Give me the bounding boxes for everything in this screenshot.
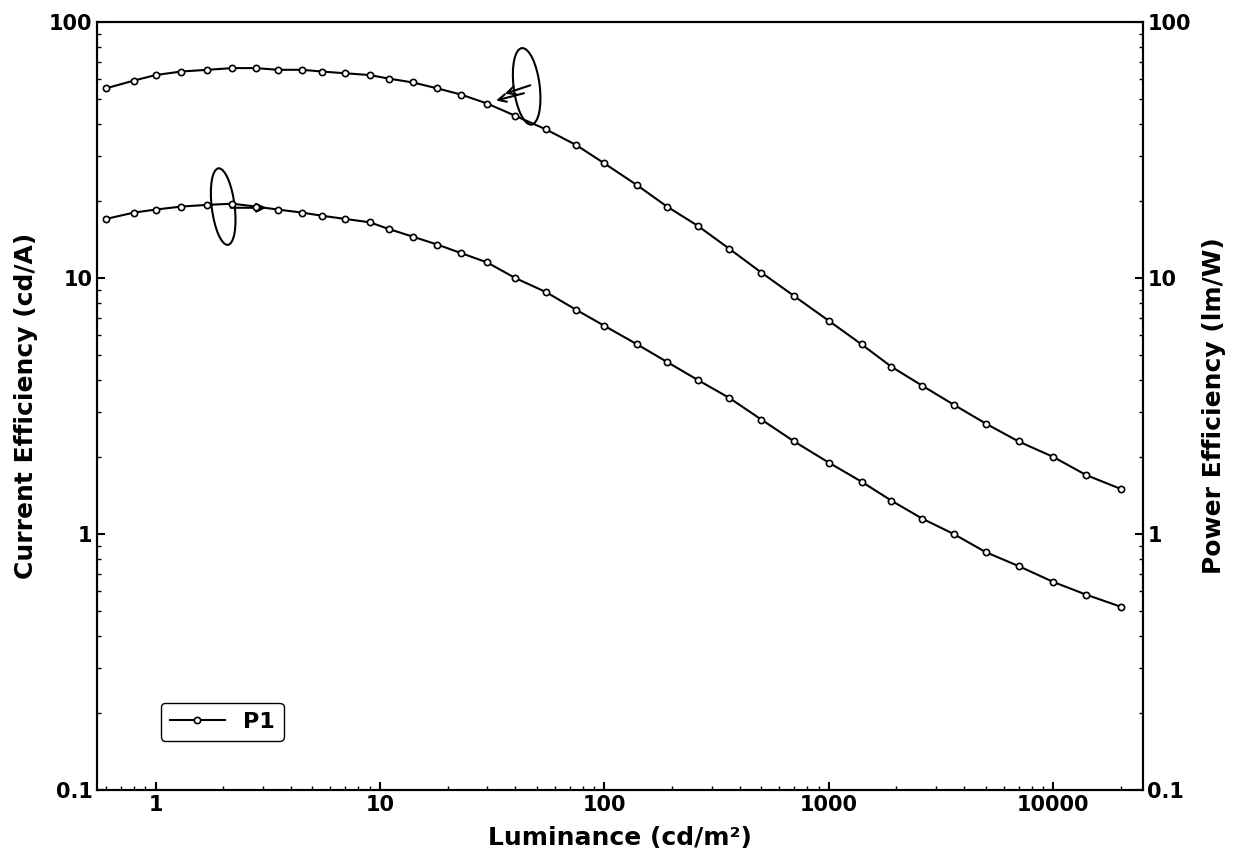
Y-axis label: Power Efficiency (lm/W): Power Efficiency (lm/W) [1202, 238, 1226, 575]
Legend: P1: P1 [161, 702, 284, 740]
X-axis label: Luminance (cd/m²): Luminance (cd/m²) [489, 826, 751, 850]
Y-axis label: Current Efficiency (cd/A): Current Efficiency (cd/A) [14, 233, 38, 579]
